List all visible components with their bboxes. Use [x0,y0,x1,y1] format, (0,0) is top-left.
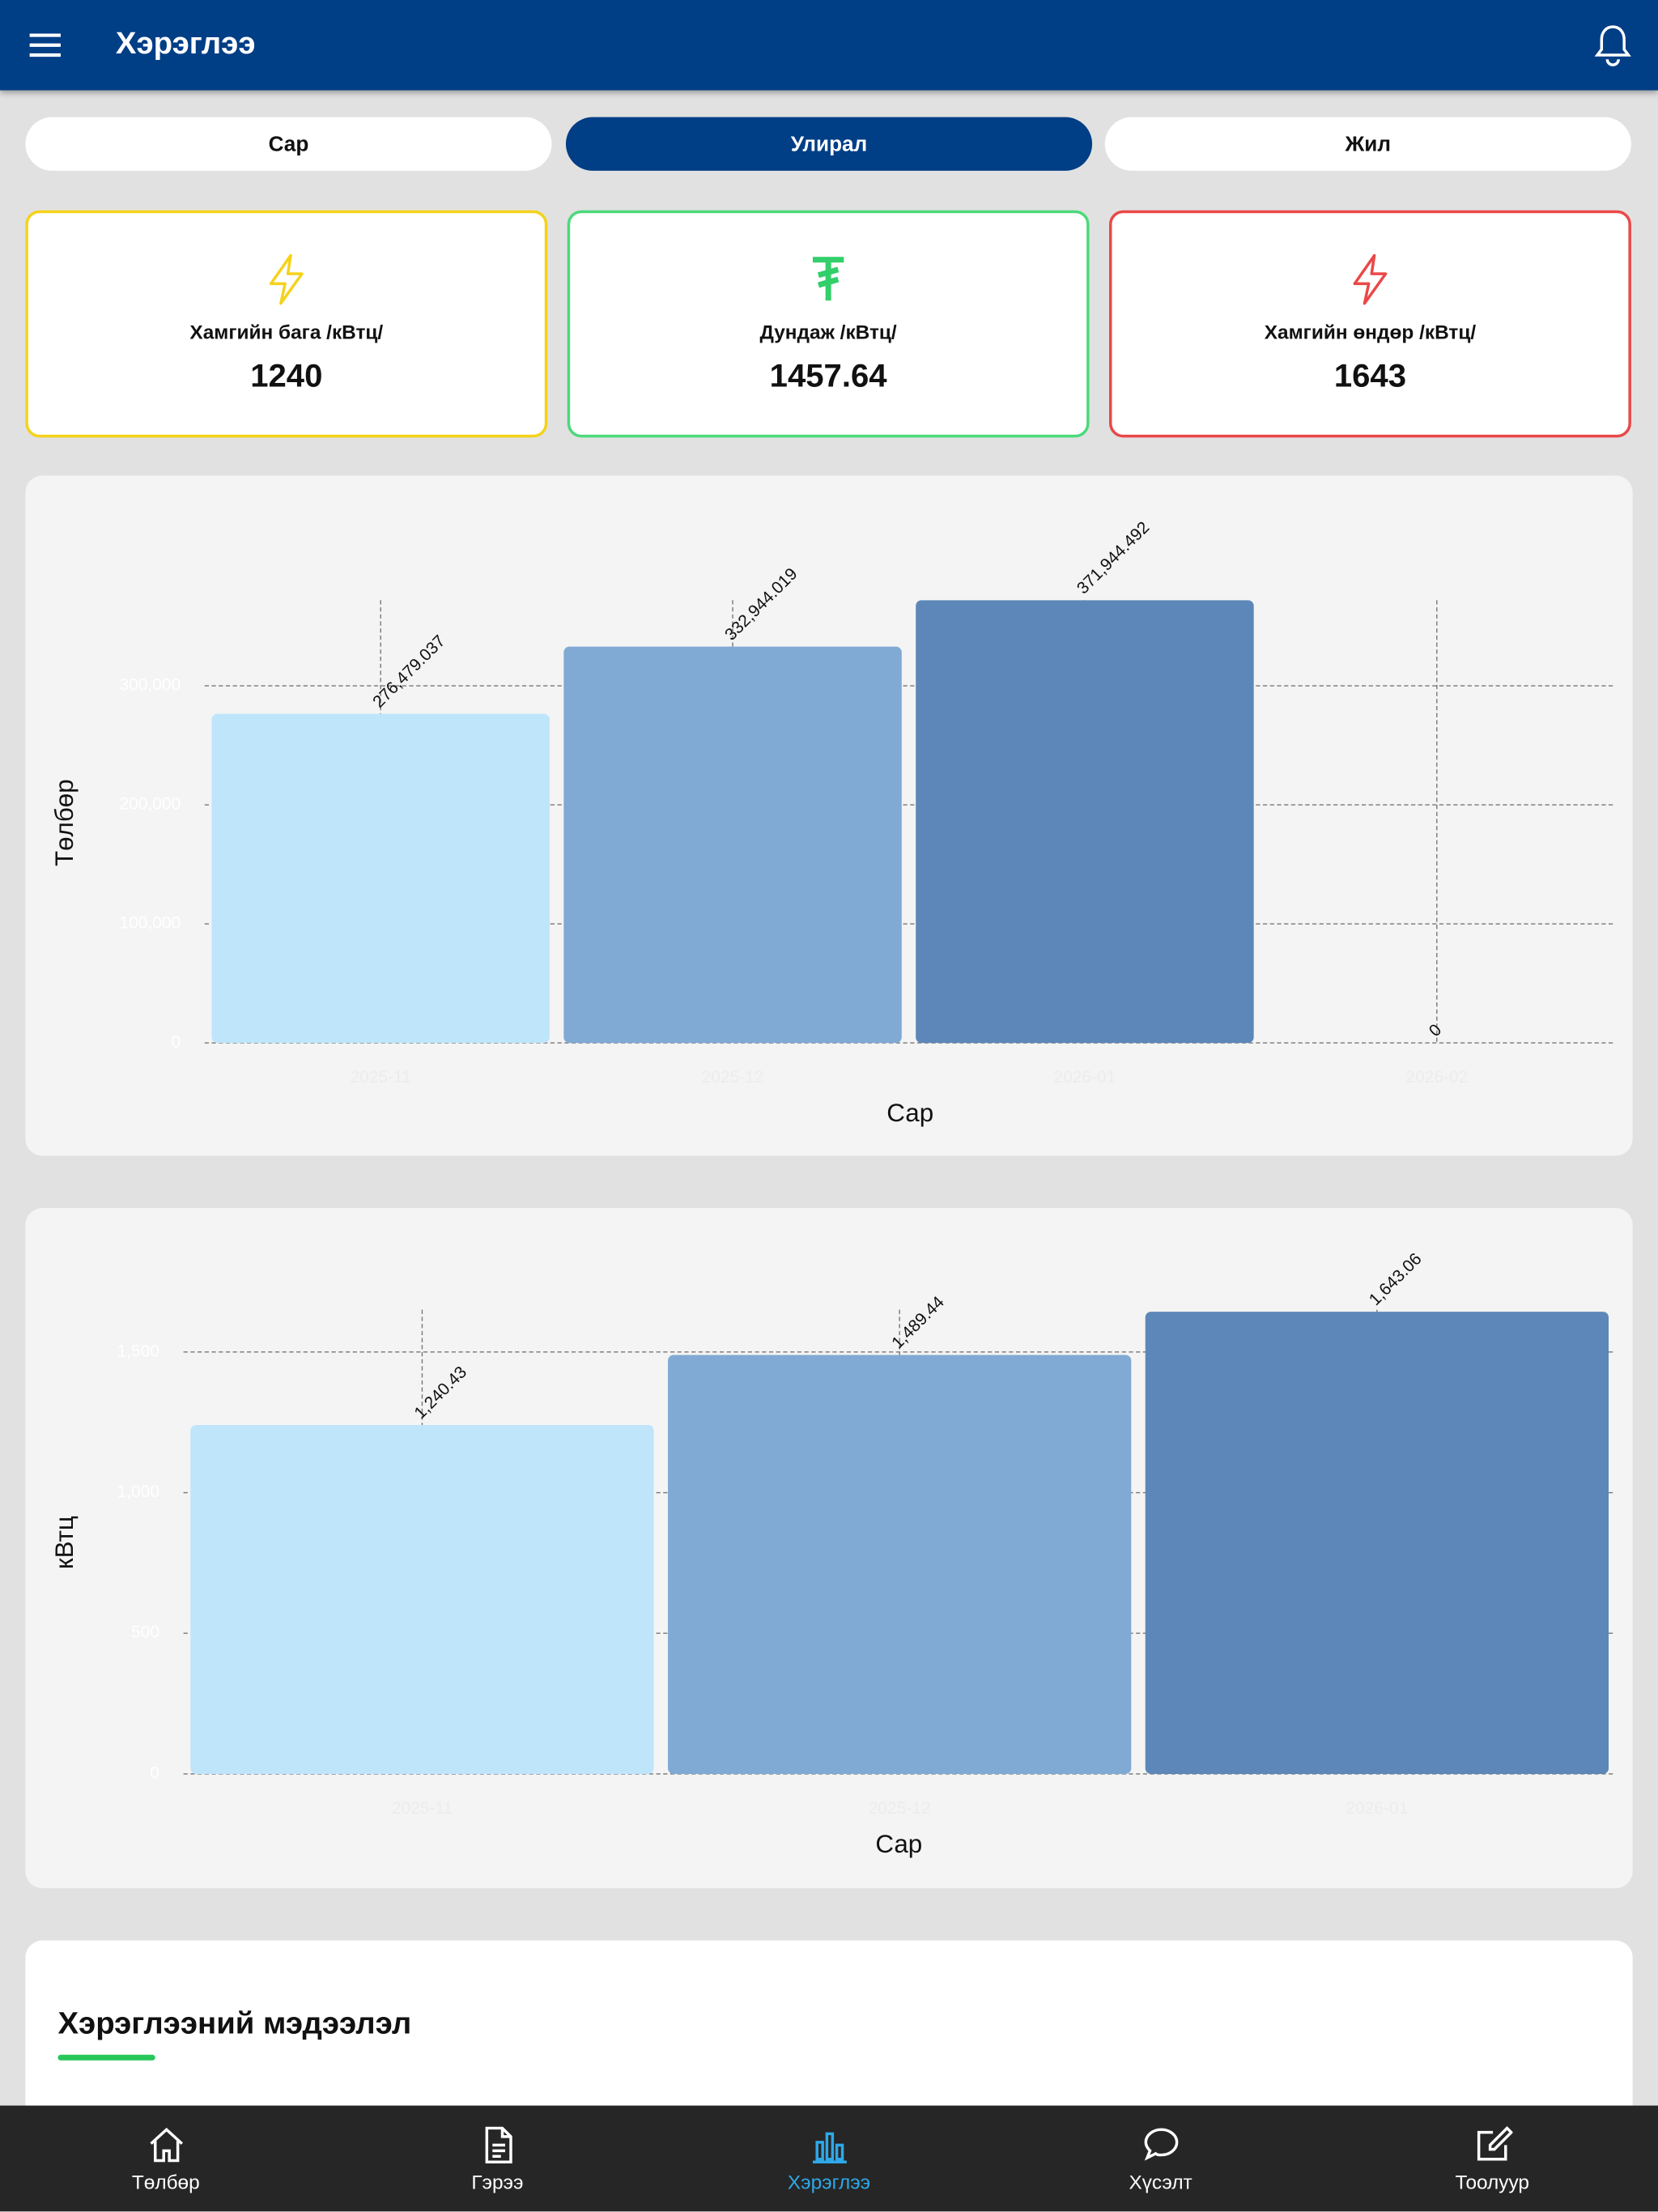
y-axis-label: кВтц [50,1516,79,1569]
bolt-icon [1353,253,1388,305]
x-tick-label: 2025-12 [702,1068,764,1087]
stat-card: Хамгийн бага /кВтц/ 1240 [25,210,548,438]
y-tick-label: 0 [171,1033,181,1052]
tab[interactable]: Улирал [565,117,1093,171]
y-tick-label: 0 [150,1763,159,1782]
title-underline [57,2054,155,2061]
stat-label: Дундаж /кВтц/ [759,320,897,343]
nav-label: Төлбөр [131,2170,200,2193]
x-tick-label: 2026-02 [1405,1068,1468,1087]
bar [668,1355,1132,1774]
y-tick-label: 500 [131,1623,159,1642]
home-icon [150,2127,184,2163]
section-title: Хэрэглээний мэдээлэл [57,2005,412,2041]
y-tick-label: 1,500 [117,1342,159,1360]
y-tick-label: 100,000 [120,914,181,933]
stat-label: Хамгийн бага /кВтц/ [189,320,384,343]
x-tick-label: 2026-01 [1346,1799,1409,1818]
nav-label: Хэрэглээ [787,2170,871,2193]
nav-item[interactable]: Гэрээ [332,2106,664,2212]
app-bar: Хэрэглээ [0,0,1658,91]
y-tick-label: 200,000 [120,795,181,814]
nav-item[interactable]: Хүсэлт [995,2106,1327,2212]
chat-icon [1144,2128,1179,2161]
x-tick-label: 2026-01 [1054,1068,1116,1087]
bar [563,646,902,1044]
nav-label: Хүсэлт [1129,2170,1192,2193]
doc-icon [485,2126,512,2164]
charts: 0100,000200,000300,0002025-11276,479.037… [25,475,1633,1889]
y-tick-label: 300,000 [120,676,181,695]
bottom-nav: Төлбөр Гэрээ Хэрэглээ Хүсэлт Тоолуур [0,2105,1658,2212]
nav-label: Гэрээ [471,2170,524,2193]
bar [190,1424,654,1774]
edit-icon [1477,2125,1513,2161]
bar [211,713,550,1044]
stat-card: Дундаж /кВтц/ 1457.64 [567,210,1090,438]
app-title: Хэрэглээ [115,25,256,61]
chart-icon [812,2132,847,2164]
nav-item[interactable]: Тоолуур [1326,2106,1658,2212]
x-tick-label: 2025-11 [351,1068,411,1087]
stat-value: 1240 [250,356,323,394]
notification-button[interactable] [1592,23,1634,68]
tab[interactable]: Сар [25,117,552,171]
info-card: Хэрэглээний мэдээлэл [25,1940,1633,2138]
nav-item[interactable]: Хэрэглээ [663,2106,995,2212]
menu-button[interactable] [28,31,62,59]
stat-label: Хамгийн өндөр /кВтц/ [1264,320,1477,343]
bar [1145,1312,1609,1774]
x-tick-label: 2025-12 [869,1799,931,1818]
tugrik-icon [812,257,844,301]
bar [916,600,1254,1044]
stat-card: Хамгийн өндөр /кВтц/ 1643 [1108,210,1631,438]
nav-item[interactable]: Төлбөр [0,2106,332,2212]
x-axis-label: Сар [875,1830,922,1858]
y-tick-label: 1,000 [117,1482,159,1501]
bolt-icon [269,253,304,305]
tab[interactable]: Жил [1104,117,1631,171]
x-tick-label: 2025-11 [392,1799,453,1818]
y-axis-label: Төлбөр [50,779,79,866]
nav-label: Тоолуур [1455,2170,1530,2193]
stat-value: 1643 [1333,356,1407,394]
stat-value: 1457.64 [769,356,887,394]
x-axis-label: Сар [886,1099,933,1127]
